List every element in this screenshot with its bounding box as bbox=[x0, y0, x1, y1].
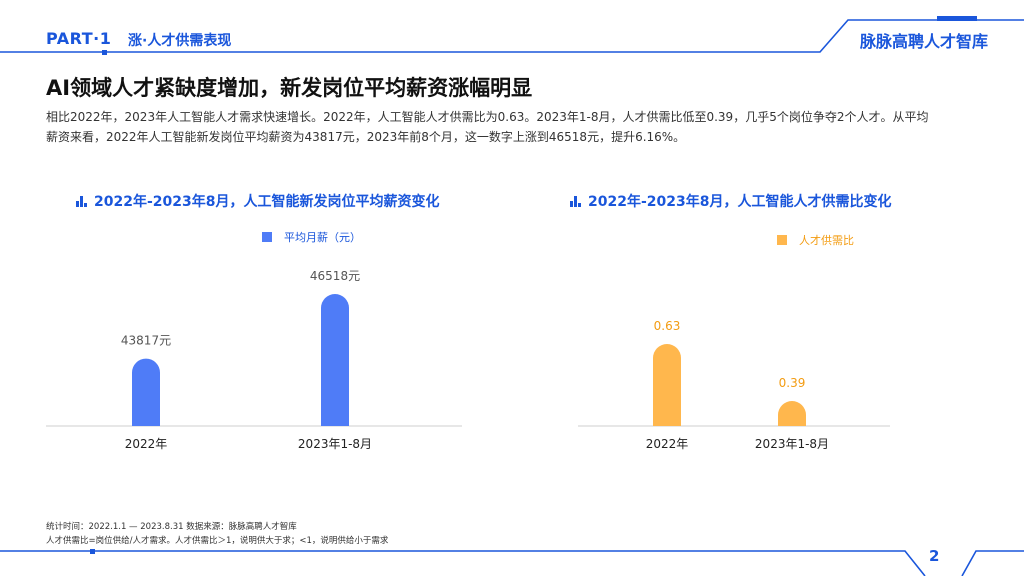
ratio-bar-chart: 0.63 2022年 0.39 2023年1-8月 bbox=[578, 319, 890, 451]
intro-line-1: 相比2022年，2023年人工智能人才需求快速增长。2022年，人工智能人才供需… bbox=[46, 110, 929, 124]
bar-1 bbox=[132, 358, 160, 426]
x-tick-label-1: 2022年 bbox=[646, 437, 689, 451]
bar-2 bbox=[321, 294, 349, 426]
data-label-1: 43817元 bbox=[121, 334, 171, 348]
salary-bar-chart: 43817元 2022年 46518元 2023年1-8月 bbox=[46, 269, 462, 451]
data-label-1: 0.63 bbox=[654, 319, 681, 333]
data-label-2: 0.39 bbox=[779, 376, 806, 390]
intro-paragraph: 相比2022年，2023年人工智能人才需求快速增长。2022年，人工智能人才供需… bbox=[46, 107, 978, 147]
salary-legend-label: 平均月薪（元） bbox=[284, 231, 361, 244]
intro-line-2: 薪资来看，2022年人工智能新发岗位平均薪资为43817元，2023年前8个月，… bbox=[46, 130, 686, 144]
salary-chart-title-text: 2022年-2023年8月，人工智能新发岗位平均薪资变化 bbox=[94, 194, 440, 210]
section-label: 涨·人才供需表现 bbox=[128, 33, 232, 49]
page-number: 2 bbox=[929, 547, 940, 565]
bar-chart-icon bbox=[570, 196, 582, 207]
ratio-legend: 人才供需比 bbox=[777, 232, 854, 248]
ratio-legend-swatch bbox=[777, 235, 787, 245]
footer-source: 统计时间：2022.1.1 — 2023.8.31 数据来源：脉脉高聘人才智库 bbox=[46, 522, 297, 532]
ratio-legend-label: 人才供需比 bbox=[799, 234, 854, 247]
part-label: PART·1 bbox=[46, 29, 112, 48]
page-title: AI领域人才紧缺度增加，新发岗位平均薪资涨幅明显 bbox=[46, 76, 533, 100]
bar-1 bbox=[653, 344, 681, 426]
bar-chart-icon bbox=[76, 196, 88, 207]
data-label-2: 46518元 bbox=[310, 269, 360, 283]
brand-name: 脉脉高聘人才智库 bbox=[860, 32, 989, 51]
x-tick-label-2: 2023年1-8月 bbox=[755, 437, 829, 451]
x-tick-label-1: 2022年 bbox=[125, 437, 168, 451]
ratio-chart-title-text: 2022年-2023年8月，人工智能人才供需比变化 bbox=[588, 194, 892, 210]
salary-legend: 平均月薪（元） bbox=[262, 229, 361, 245]
footer-definition: 人才供需比=岗位供给/人才需求。人才供需比＞1，说明供大于求；<1，说明供给小于… bbox=[46, 536, 389, 546]
bar-2 bbox=[778, 401, 806, 426]
salary-legend-swatch bbox=[262, 232, 272, 242]
ratio-chart-title: 2022年-2023年8月，人工智能人才供需比变化 bbox=[570, 191, 891, 211]
salary-chart-title: 2022年-2023年8月，人工智能新发岗位平均薪资变化 bbox=[76, 191, 439, 211]
x-tick-label-2: 2023年1-8月 bbox=[298, 437, 372, 451]
